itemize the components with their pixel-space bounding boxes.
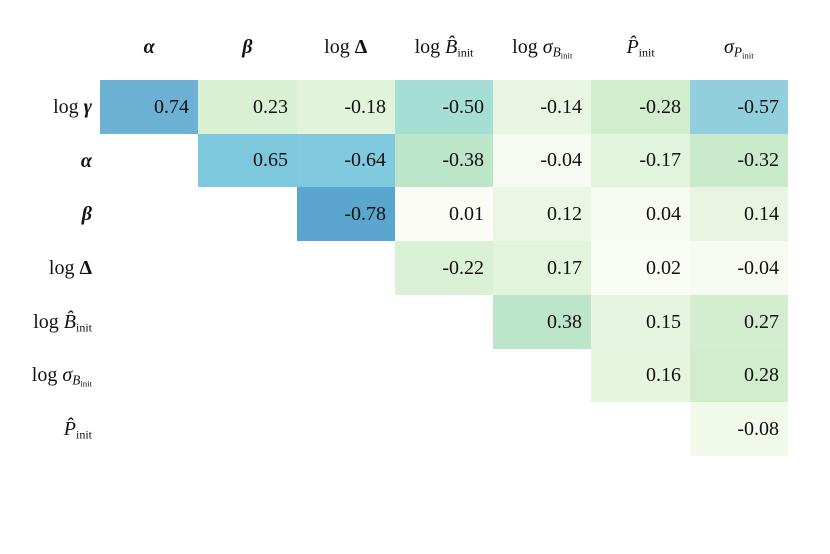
row-label-log-gamma: log γ <box>0 94 92 120</box>
matrix-cell: 0.01 <box>395 187 493 241</box>
matrix-cell: -0.50 <box>395 80 493 134</box>
label-token: B <box>552 44 561 60</box>
row-label-beta: β <box>0 201 92 227</box>
label-token: init <box>741 50 754 61</box>
label-token: log <box>33 310 64 333</box>
matrix-cell: 0.12 <box>493 187 591 241</box>
matrix-cell: -0.32 <box>690 134 788 187</box>
label-token: Δ <box>79 257 92 279</box>
label-token: log <box>512 36 543 58</box>
row-label-log-B-hat-init: log B̂init <box>0 309 92 340</box>
label-token: init <box>80 378 92 389</box>
row-label-alpha: α <box>0 148 92 174</box>
matrix-cell: 0.16 <box>591 349 690 402</box>
label-token: σ <box>724 36 734 58</box>
matrix-cell: 0.23 <box>198 80 297 134</box>
label-token: P̂ <box>63 418 76 441</box>
matrix-cell: 0.15 <box>591 295 690 349</box>
row-label-log-sigma-B-init: log σBinit <box>0 362 92 396</box>
matrix-cell: 0.27 <box>690 295 788 349</box>
label-token: P̂ <box>626 36 639 58</box>
label-token: log <box>414 36 446 58</box>
matrix-cell: -0.38 <box>395 134 493 187</box>
label-token: log <box>48 257 80 279</box>
label-token: α <box>80 149 92 172</box>
matrix-cell: -0.18 <box>297 80 395 134</box>
label-token: log <box>53 95 84 118</box>
label-token: B̂ <box>63 310 76 333</box>
label-token: γ <box>83 95 92 118</box>
matrix-cell: 0.14 <box>690 187 788 241</box>
matrix-cell: -0.64 <box>297 134 395 187</box>
column-header-beta: β <box>242 34 252 60</box>
label-token: β <box>81 203 92 226</box>
matrix-cell: 0.02 <box>591 241 690 295</box>
matrix-cell: -0.17 <box>591 134 690 187</box>
label-token: init <box>75 427 92 442</box>
label-token: init <box>560 50 573 61</box>
matrix-cell: -0.22 <box>395 241 493 295</box>
matrix-cell: 0.38 <box>493 295 591 349</box>
label-token: σ <box>62 364 73 387</box>
matrix-cell: 0.28 <box>690 349 788 402</box>
label-token: log <box>31 364 63 387</box>
row-label-P-hat-init: P̂init <box>0 416 92 447</box>
label-token: log <box>324 36 355 58</box>
label-token: Δ <box>354 36 368 58</box>
matrix-cell: -0.04 <box>493 134 591 187</box>
matrix-cell: -0.08 <box>690 402 788 456</box>
matrix-cell: -0.14 <box>493 80 591 134</box>
label-token: B <box>72 373 81 389</box>
column-header-sigma-P-init: σPinit <box>724 34 754 68</box>
matrix-cell: 0.65 <box>198 134 297 187</box>
label-token: P <box>733 44 742 60</box>
matrix-cell: -0.78 <box>297 187 395 241</box>
label-token: α <box>143 36 155 58</box>
matrix-cell: -0.04 <box>690 241 788 295</box>
matrix-cell: 0.04 <box>591 187 690 241</box>
label-token: B̂ <box>445 36 458 58</box>
matrix-cell: 0.74 <box>100 80 198 134</box>
label-token: init <box>638 45 655 60</box>
matrix-cell: -0.28 <box>591 80 690 134</box>
column-header-alpha: α <box>144 34 155 60</box>
label-token: init <box>75 320 92 335</box>
matrix-cell: 0.17 <box>493 241 591 295</box>
column-header-log-Delta: log Δ <box>324 34 367 60</box>
matrix-cell: -0.57 <box>690 80 788 134</box>
label-token: init <box>457 45 474 60</box>
column-header-log-B-hat-init: log B̂init <box>415 34 474 65</box>
column-header-log-sigma-B-init: log σBinit <box>512 34 572 68</box>
column-header-P-hat-init: P̂init <box>626 34 654 65</box>
label-token: β <box>242 36 253 58</box>
label-token: σ <box>542 36 553 58</box>
row-label-log-Delta: log Δ <box>0 255 92 281</box>
